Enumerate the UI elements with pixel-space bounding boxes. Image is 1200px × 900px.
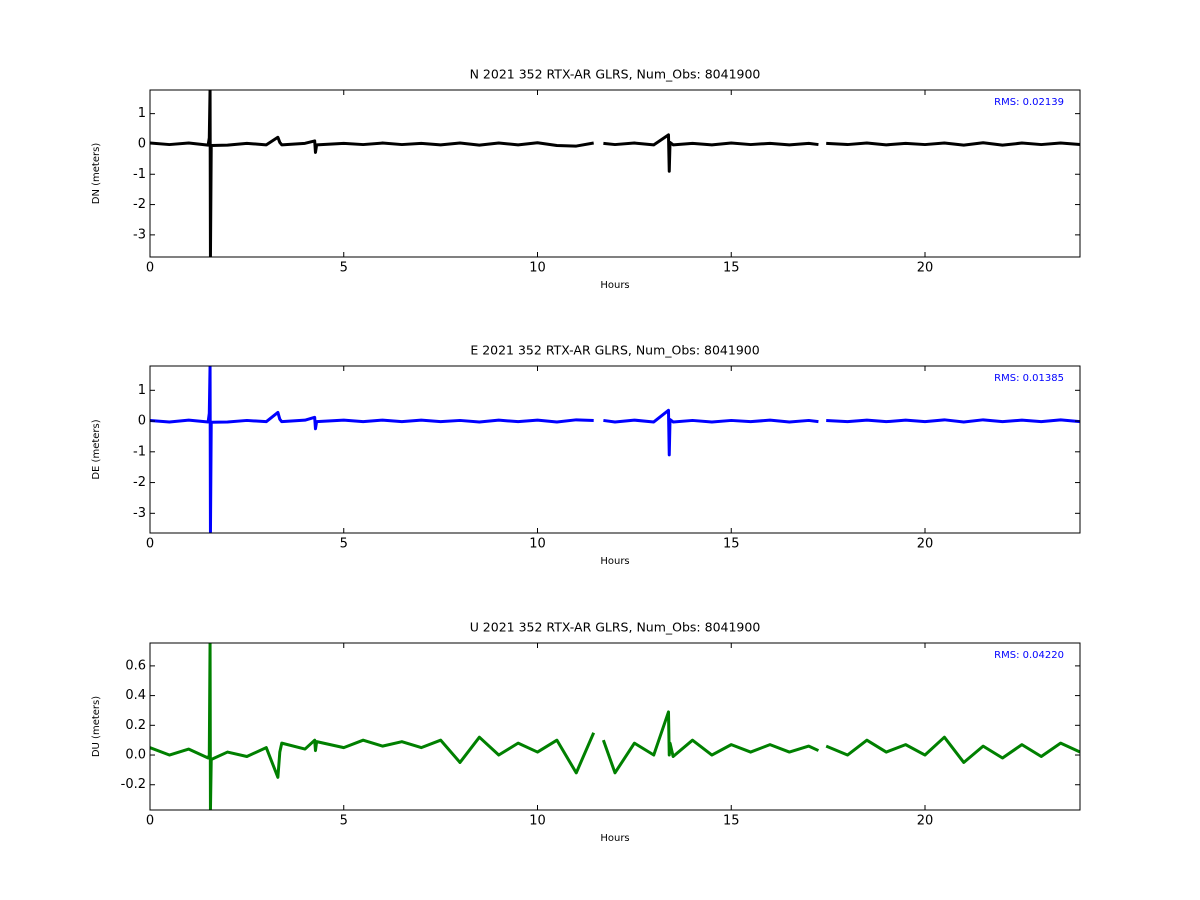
rms-annotation: RMS: 0.04220 [994, 650, 1064, 661]
y-tick-label: 0.2 [125, 718, 146, 733]
x-tick-label: 20 [917, 537, 934, 552]
y-tick-label: -2 [133, 475, 146, 490]
plot-frame [149, 89, 1081, 258]
y-tick-label: 0.0 [125, 748, 146, 763]
subplot: U 2021 352 RTX-AR GLRS, Num_Obs: 8041900… [91, 620, 1081, 844]
x-tick-label: 0 [146, 261, 154, 276]
y-axis-label: DU (meters) [91, 696, 102, 757]
plot-frame [149, 365, 1081, 534]
y-tick-label: 0.4 [125, 688, 146, 703]
y-tick-label: -2 [133, 197, 146, 212]
x-tick-label: 5 [340, 261, 348, 276]
y-tick-label: 0 [138, 136, 146, 151]
y-axis-label: DN (meters) [91, 143, 102, 205]
x-tick-label: 5 [340, 537, 348, 552]
x-tick-label: 0 [146, 814, 154, 829]
y-tick-label: -1 [133, 444, 146, 459]
chart-title: N 2021 352 RTX-AR GLRS, Num_Obs: 8041900 [470, 67, 761, 82]
x-axis-label: Hours [600, 833, 629, 844]
x-tick-label: 10 [529, 261, 546, 276]
subplot: N 2021 352 RTX-AR GLRS, Num_Obs: 8041900… [91, 67, 1081, 291]
x-tick-label: 10 [529, 537, 546, 552]
x-axis-label: Hours [600, 556, 629, 567]
y-tick-label: -3 [133, 506, 146, 521]
rms-annotation: RMS: 0.01385 [994, 373, 1064, 384]
plot-frame [149, 642, 1081, 811]
y-tick-label: 1 [138, 383, 146, 398]
x-tick-label: 5 [340, 814, 348, 829]
rms-annotation: RMS: 0.02139 [994, 97, 1064, 108]
y-tick-label: -1 [133, 167, 146, 182]
x-tick-label: 15 [723, 537, 740, 552]
y-tick-label: 0 [138, 414, 146, 429]
x-tick-label: 15 [723, 261, 740, 276]
data-line [150, 366, 1080, 533]
y-axis-label: DE (meters) [91, 419, 102, 479]
y-tick-label: 1 [138, 106, 146, 121]
x-tick-label: 15 [723, 814, 740, 829]
y-tick-label: 0.6 [125, 658, 146, 673]
x-tick-label: 20 [917, 814, 934, 829]
x-axis-label: Hours [600, 280, 629, 291]
y-tick-label: -0.2 [121, 777, 146, 792]
data-line [150, 643, 1080, 810]
subplot: E 2021 352 RTX-AR GLRS, Num_Obs: 8041900… [91, 343, 1081, 567]
data-line [150, 90, 1080, 257]
x-tick-label: 20 [917, 261, 934, 276]
y-tick-label: -3 [133, 227, 146, 242]
x-tick-label: 0 [146, 537, 154, 552]
chart-title: E 2021 352 RTX-AR GLRS, Num_Obs: 8041900 [470, 343, 759, 358]
x-tick-label: 10 [529, 814, 546, 829]
chart-title: U 2021 352 RTX-AR GLRS, Num_Obs: 8041900 [470, 620, 761, 635]
